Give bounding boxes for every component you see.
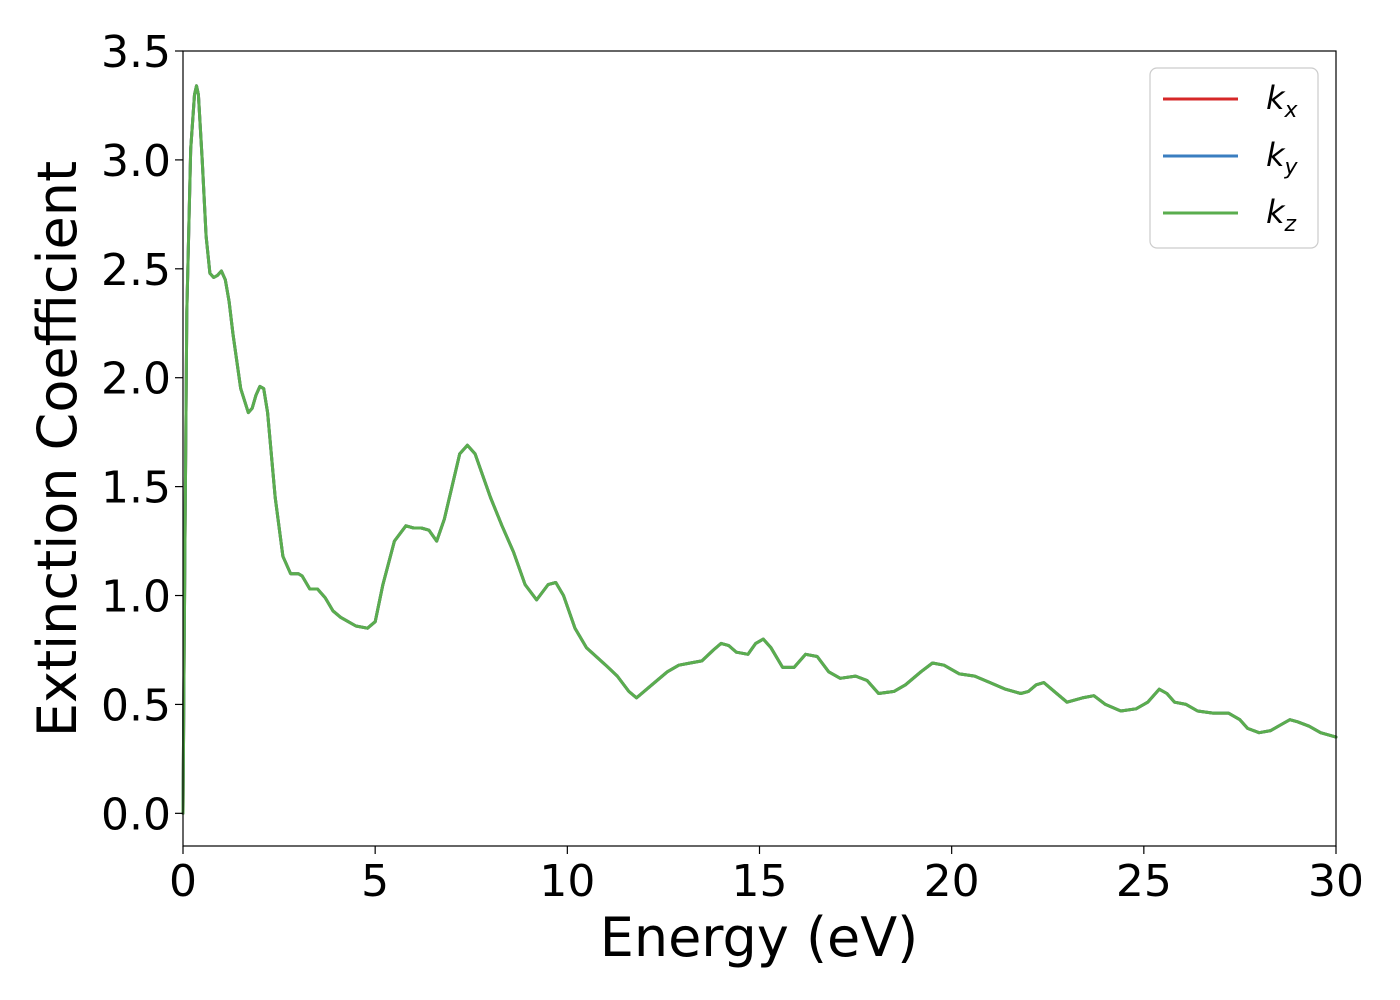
x-tick-label: 25	[1116, 856, 1172, 907]
y-tick-label: 3.5	[101, 27, 171, 78]
y-tick-label: 1.5	[101, 463, 171, 514]
y-tick-label: 0.5	[101, 680, 171, 731]
x-axis-ticks: 0 5 10 15 20 25 30	[169, 846, 1364, 907]
y-tick-label: 3.0	[101, 136, 171, 187]
legend-label-ky: ky	[1266, 136, 1299, 180]
x-tick-label: 15	[732, 856, 788, 907]
x-axis-title: Energy (eV)	[600, 906, 919, 969]
legend: kx ky kz	[1149, 67, 1319, 249]
legend-label-kz: kz	[1266, 193, 1297, 237]
x-tick-label: 0	[169, 856, 197, 907]
x-tick-label: 5	[361, 856, 389, 907]
y-axis-title: Extinction Coefficient	[26, 161, 89, 737]
x-tick-label: 10	[539, 856, 595, 907]
y-tick-label: 2.0	[101, 354, 171, 405]
y-tick-label: 1.0	[101, 572, 171, 623]
series-layer	[181, 84, 1338, 815]
series-line-kz	[181, 84, 1338, 815]
x-tick-label: 30	[1308, 856, 1364, 907]
y-axis-ticks: 0.0 0.5 1.0 1.5 2.0 2.5 3.0 3.5	[101, 27, 183, 840]
y-tick-label: 2.5	[101, 245, 171, 296]
legend-box	[1149, 67, 1319, 249]
y-tick-label: 0.0	[101, 789, 171, 840]
legend-label-kx: kx	[1266, 79, 1299, 123]
x-tick-label: 20	[924, 856, 980, 907]
